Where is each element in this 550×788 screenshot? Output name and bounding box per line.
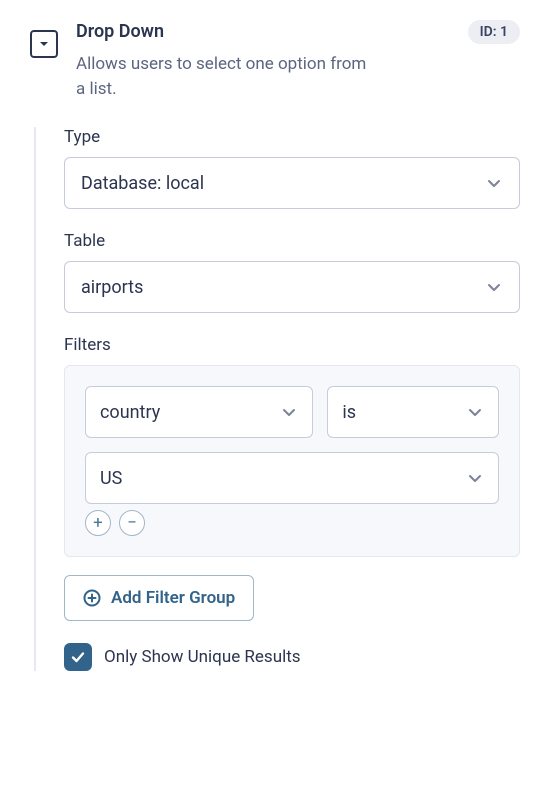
add-filter-group-label: Add Filter Group xyxy=(111,588,235,608)
unique-results-checkbox[interactable] xyxy=(64,643,92,671)
table-label: Table xyxy=(64,231,520,251)
minus-icon: − xyxy=(127,515,137,532)
unique-results-label: Only Show Unique Results xyxy=(104,647,301,667)
add-clause-button[interactable]: + xyxy=(85,510,111,536)
type-select[interactable]: Database: local xyxy=(64,157,520,209)
add-filter-group-button[interactable]: Add Filter Group xyxy=(64,575,254,621)
filters-panel: country is US + xyxy=(64,365,520,557)
plus-icon: + xyxy=(93,515,103,532)
filter-clause-buttons: + − xyxy=(85,510,499,536)
remove-clause-button[interactable]: − xyxy=(119,510,145,536)
type-label: Type xyxy=(64,127,520,147)
type-field: Type Database: local xyxy=(64,127,520,209)
filters-label: Filters xyxy=(64,335,520,355)
chevron-down-icon xyxy=(485,278,503,296)
filter-operator-select[interactable]: is xyxy=(327,386,499,438)
plus-circle-icon xyxy=(83,589,101,607)
filter-operator-value: is xyxy=(342,402,356,423)
config-panel: Drop Down ID: 1 Allows users to select o… xyxy=(0,0,550,723)
id-badge: ID: 1 xyxy=(468,20,520,44)
filter-value-select[interactable]: US xyxy=(85,452,499,504)
table-select[interactable]: airports xyxy=(64,261,520,313)
header: Drop Down ID: 1 Allows users to select o… xyxy=(30,20,520,101)
filter-row-1: country is xyxy=(85,386,499,438)
chevron-down-icon xyxy=(280,403,298,421)
table-field: Table airports xyxy=(64,231,520,313)
chevron-down-icon xyxy=(485,174,503,192)
body: Type Database: local Table airports Filt… xyxy=(34,127,520,671)
filter-field-value: country xyxy=(100,402,160,423)
filter-value-text: US xyxy=(100,468,122,489)
component-description: Allows users to select one option from a… xyxy=(76,52,376,101)
dropdown-component-icon xyxy=(30,30,58,58)
unique-results-row: Only Show Unique Results xyxy=(64,643,520,671)
component-title: Drop Down xyxy=(76,20,164,43)
check-icon xyxy=(70,649,86,665)
chevron-down-icon xyxy=(466,403,484,421)
header-text: Drop Down ID: 1 Allows users to select o… xyxy=(76,20,520,101)
filters-field: Filters country is US xyxy=(64,335,520,671)
filter-field-select[interactable]: country xyxy=(85,386,313,438)
table-value: airports xyxy=(81,277,143,298)
type-value: Database: local xyxy=(81,173,204,194)
chevron-down-icon xyxy=(466,469,484,487)
